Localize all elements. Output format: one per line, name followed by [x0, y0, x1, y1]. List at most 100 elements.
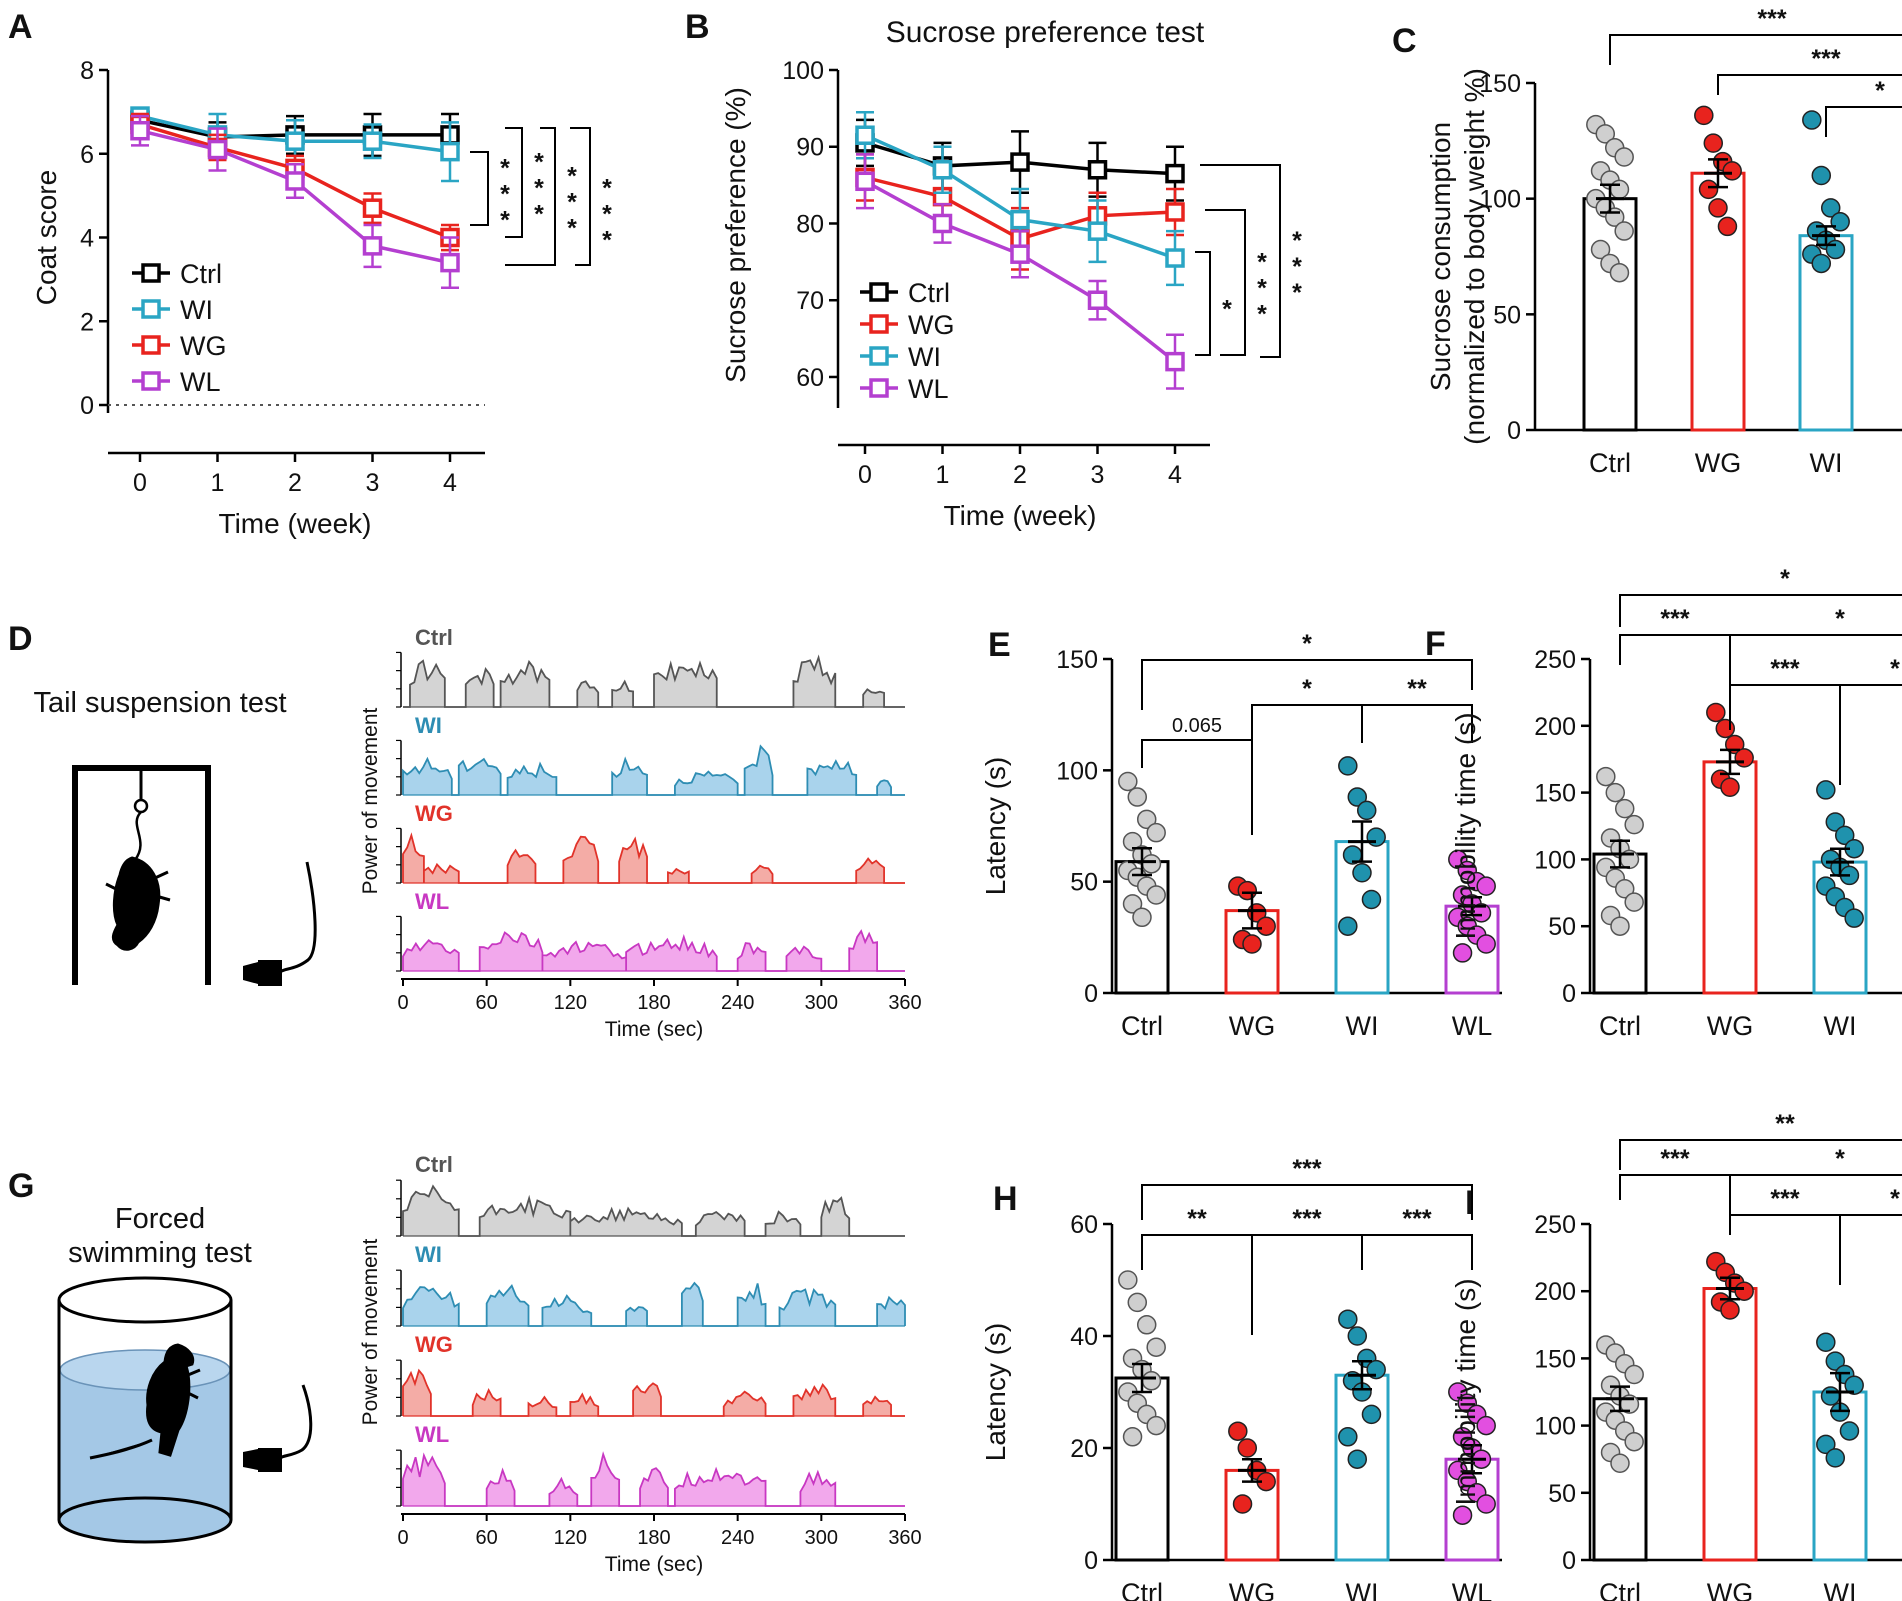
data-point — [1624, 892, 1644, 912]
trace-wl: WL — [396, 1422, 905, 1507]
data-point — [1452, 943, 1473, 963]
data-point — [1614, 221, 1634, 241]
trace-area — [403, 1454, 905, 1506]
data-point — [362, 131, 383, 151]
y-tick-label: 50 — [1070, 869, 1098, 897]
data-point — [1720, 1300, 1740, 1320]
data-point — [1825, 239, 1846, 260]
panel-label-f: F — [1425, 625, 1446, 663]
data-point — [1010, 209, 1030, 230]
bar-group-wi: WI — [1334, 756, 1390, 1041]
x-tick-label: 60 — [476, 1527, 498, 1549]
data-point — [932, 160, 953, 180]
bar-group-wg: WG — [1224, 1421, 1280, 1601]
data-point — [1146, 1415, 1166, 1436]
bar-group-wg: WG — [1702, 1251, 1758, 1601]
panel-label-c: C — [1392, 22, 1417, 60]
bar — [1702, 1287, 1758, 1562]
data-point — [1708, 198, 1728, 218]
data-point — [1722, 161, 1742, 181]
x-tick-label: WG — [1229, 1011, 1276, 1041]
data-point — [1118, 771, 1138, 792]
forced-swimming-illustration — [57, 1276, 313, 1544]
trace-line — [402, 1451, 905, 1507]
bar — [1702, 760, 1758, 995]
y-axis-title: Power of movement — [359, 707, 382, 894]
trace-label: Ctrl — [415, 1152, 453, 1177]
trace-wi: WI — [396, 713, 905, 796]
trace-wl: WL — [396, 889, 905, 972]
significance-label: ** — [1407, 675, 1427, 703]
data-point — [1476, 934, 1496, 954]
data-point — [1825, 812, 1846, 832]
significance-stars: * — [1257, 301, 1267, 329]
x-tick-label: 0 — [397, 992, 408, 1014]
y-tick-label: 6 — [80, 141, 94, 169]
y-tick-label: 0 — [1084, 1547, 1098, 1575]
data-point — [1476, 1494, 1496, 1514]
x-tick-label: 0 — [133, 469, 147, 497]
data-point — [1352, 863, 1372, 883]
x-tick-label: WG — [1229, 1578, 1276, 1601]
data-point — [440, 252, 460, 273]
x-tick-label: 0 — [858, 461, 872, 489]
y-tick-label: 150 — [1056, 646, 1098, 674]
data-point — [1844, 1375, 1864, 1396]
significance-label: *** — [1660, 1145, 1689, 1173]
data-point — [1141, 854, 1162, 874]
x-tick-label: 1 — [936, 461, 950, 489]
x-tick-label: WG — [1707, 1578, 1754, 1601]
data-point — [1720, 777, 1740, 798]
data-point — [1614, 798, 1635, 819]
y-tick-label: 0 — [1562, 980, 1576, 1008]
data-point — [1338, 1427, 1358, 1447]
significance-label: * — [1835, 1145, 1845, 1173]
data-point — [1624, 814, 1644, 835]
data-point — [1347, 787, 1368, 807]
data-point — [1132, 907, 1152, 928]
y-tick-label: 200 — [1534, 1278, 1576, 1306]
trace-line — [402, 744, 905, 796]
forced-swimming-title-line2: swimming test — [68, 1237, 252, 1269]
data-point — [1820, 198, 1841, 218]
data-point — [1839, 1421, 1860, 1441]
cylinder-top — [57, 1276, 233, 1324]
significance-bracket — [1619, 1139, 1902, 1170]
y-tick-label: 250 — [1534, 646, 1576, 674]
significance-stars: * — [1257, 249, 1267, 277]
x-tick-label: 60 — [476, 992, 498, 1014]
y-axis-title: Immobility time (s) — [1450, 1278, 1481, 1505]
y-tick-label: 100 — [1479, 186, 1521, 214]
data-point — [362, 236, 383, 256]
data-point — [1087, 160, 1108, 180]
data-point — [1165, 202, 1185, 222]
significance-stars: * — [500, 155, 510, 183]
trace-area — [403, 746, 905, 795]
significance-stars: * — [500, 207, 510, 235]
data-point — [1452, 1505, 1473, 1525]
data-point — [1624, 1364, 1644, 1385]
x-tick-label: WI — [1346, 1011, 1379, 1041]
legend-marker — [141, 263, 161, 283]
x-tick-label: WG — [1707, 1011, 1754, 1041]
significance-stars: * — [1292, 253, 1302, 281]
data-point — [1605, 782, 1626, 803]
trace-label: WG — [415, 1332, 453, 1357]
significance-bracket — [1141, 659, 1473, 710]
x-tick-label: 3 — [1091, 461, 1105, 489]
significance-stars: * — [500, 181, 510, 209]
significance-label: *** — [1660, 605, 1689, 633]
data-point — [1122, 894, 1143, 914]
x-tick-label: WI — [1346, 1578, 1379, 1601]
x-tick-label: 180 — [637, 1527, 670, 1549]
legend-label: WI — [908, 342, 941, 372]
x-axis-title: Time (week) — [944, 500, 1097, 531]
data-point — [1698, 179, 1719, 200]
data-point — [855, 125, 875, 145]
sucrose-preference-title: Sucrose preference test — [886, 16, 1205, 49]
significance-bracket — [1361, 1234, 1473, 1270]
fst-camera-lens — [243, 1449, 258, 1470]
trace-wi: WI — [396, 1242, 906, 1327]
y-tick-label: 150 — [1534, 1345, 1576, 1373]
data-point — [1228, 1421, 1248, 1441]
